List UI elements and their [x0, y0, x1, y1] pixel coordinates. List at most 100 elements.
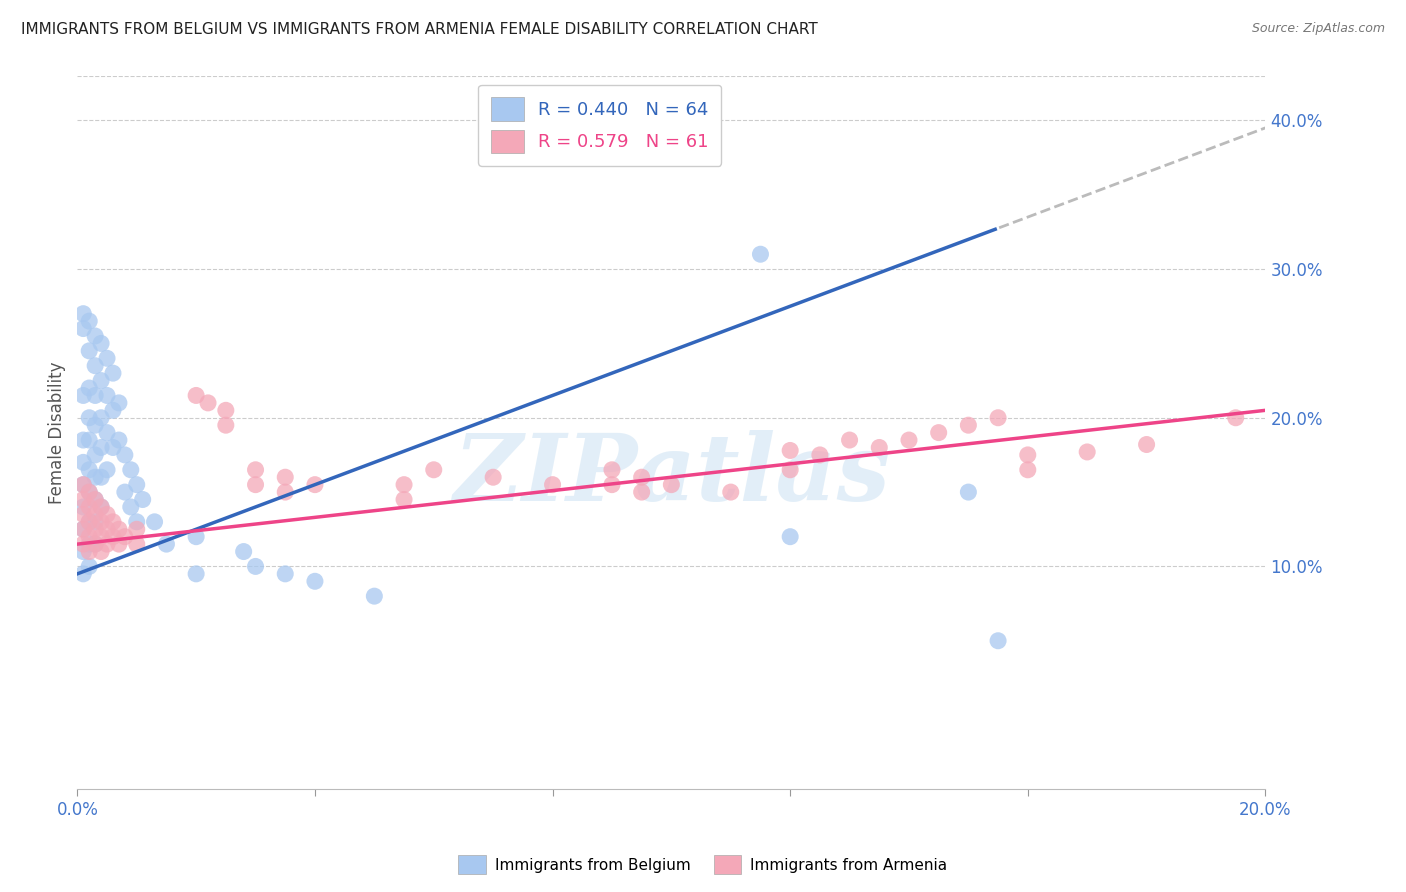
Point [77, 410, 100, 425]
Point [72, 307, 94, 321]
Point [72, 566, 94, 581]
Point [84, 329, 107, 343]
Point [77, 515, 100, 529]
Point [274, 485, 297, 500]
Point [108, 433, 131, 447]
Point [779, 443, 801, 458]
Y-axis label: Female Disability: Female Disability [48, 361, 66, 504]
Point [72, 477, 94, 491]
Point [77, 530, 100, 544]
Point [363, 589, 385, 603]
Point [77, 559, 100, 574]
Point [779, 530, 801, 544]
Point [77, 485, 100, 500]
Point [77, 485, 100, 500]
Point [245, 463, 267, 477]
Point [72, 433, 94, 447]
Point [928, 425, 950, 440]
Point [392, 477, 415, 491]
Point [96, 508, 118, 522]
Point [90, 544, 112, 558]
Point [143, 515, 166, 529]
Point [84, 359, 107, 373]
Text: IMMIGRANTS FROM BELGIUM VS IMMIGRANTS FROM ARMENIA FEMALE DISABILITY CORRELATION: IMMIGRANTS FROM BELGIUM VS IMMIGRANTS FR… [21, 22, 818, 37]
Point [90, 500, 112, 514]
Point [96, 425, 118, 440]
Point [77, 500, 100, 514]
Point [630, 470, 652, 484]
Point [987, 633, 1010, 648]
Point [72, 537, 94, 551]
Point [96, 388, 118, 402]
Point [77, 381, 100, 395]
Point [125, 522, 148, 536]
Point [108, 396, 131, 410]
Point [232, 544, 254, 558]
Point [661, 477, 683, 491]
Point [72, 388, 94, 402]
Point [77, 433, 100, 447]
Point [84, 492, 107, 507]
Point [77, 463, 100, 477]
Point [101, 403, 124, 417]
Point [392, 492, 415, 507]
Point [630, 485, 652, 500]
Point [90, 441, 112, 455]
Point [96, 522, 118, 536]
Point [868, 441, 890, 455]
Point [84, 515, 107, 529]
Point [90, 515, 112, 529]
Point [77, 343, 100, 358]
Point [808, 448, 831, 462]
Point [114, 530, 136, 544]
Point [77, 314, 100, 328]
Point [72, 522, 94, 536]
Point [482, 470, 505, 484]
Point [72, 455, 94, 469]
Point [600, 477, 623, 491]
Point [749, 247, 772, 261]
Point [96, 351, 118, 366]
Point [1225, 410, 1247, 425]
Point [215, 403, 238, 417]
Point [84, 492, 107, 507]
Point [114, 448, 136, 462]
Point [72, 321, 94, 335]
Point [96, 463, 118, 477]
Point [90, 336, 112, 351]
Point [101, 515, 124, 529]
Point [125, 537, 148, 551]
Point [84, 470, 107, 484]
Point [77, 537, 100, 551]
Point [90, 374, 112, 388]
Point [84, 508, 107, 522]
Point [245, 477, 267, 491]
Point [72, 477, 94, 491]
Point [186, 530, 208, 544]
Point [186, 566, 208, 581]
Point [90, 470, 112, 484]
Point [1076, 445, 1098, 459]
Point [600, 463, 623, 477]
Point [108, 537, 131, 551]
Point [197, 396, 219, 410]
Point [90, 410, 112, 425]
Point [120, 500, 142, 514]
Point [1017, 463, 1039, 477]
Legend: Immigrants from Belgium, Immigrants from Armenia: Immigrants from Belgium, Immigrants from… [453, 849, 953, 880]
Point [72, 492, 94, 507]
Point [120, 463, 142, 477]
Point [987, 410, 1010, 425]
Point [131, 492, 153, 507]
Point [101, 441, 124, 455]
Point [957, 418, 980, 433]
Point [186, 388, 208, 402]
Point [155, 537, 177, 551]
Point [90, 500, 112, 514]
Point [72, 522, 94, 536]
Point [720, 485, 742, 500]
Point [125, 477, 148, 491]
Point [101, 366, 124, 380]
Point [423, 463, 446, 477]
Point [779, 463, 801, 477]
